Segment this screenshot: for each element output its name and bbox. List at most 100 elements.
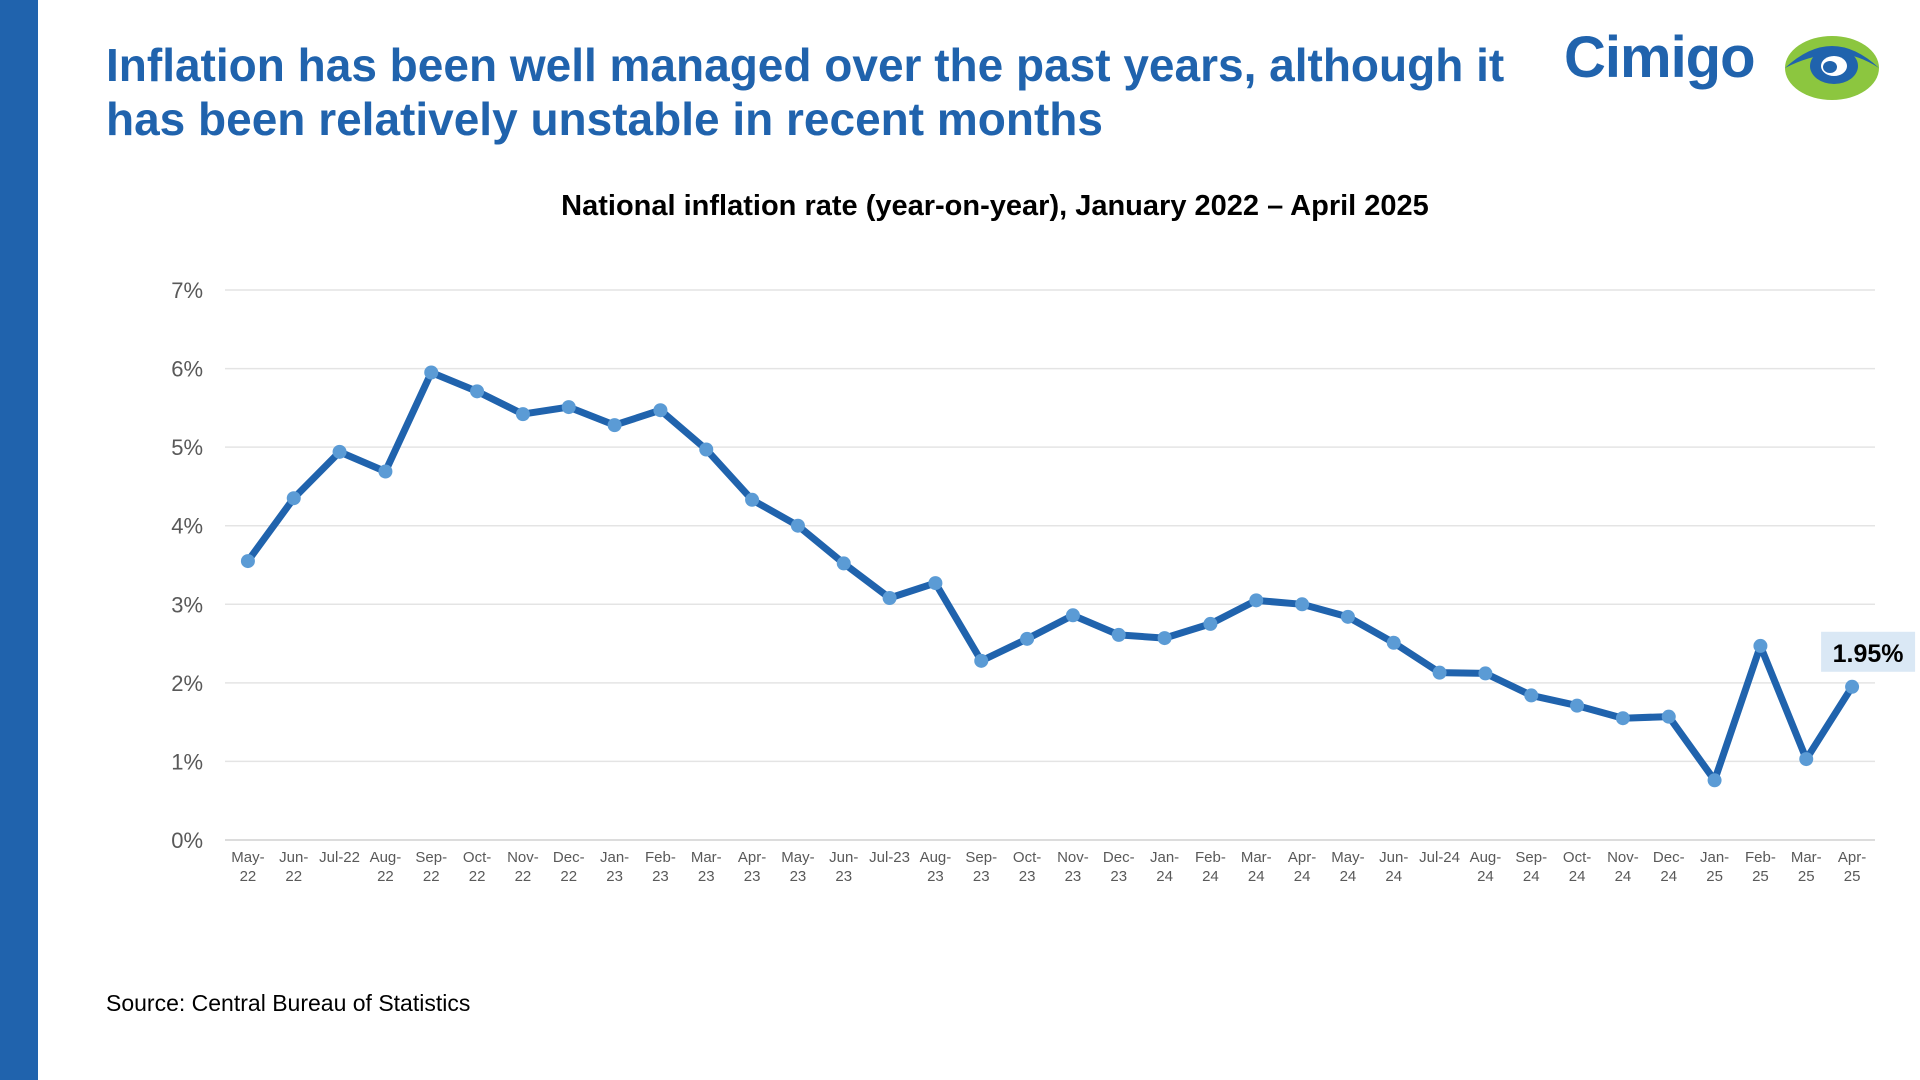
- x-tick-label: Dec-: [553, 849, 585, 866]
- x-tick-label: Jun-: [829, 849, 858, 866]
- data-point: [1570, 698, 1585, 713]
- data-point: [974, 653, 989, 668]
- x-tick-label: 22: [285, 868, 302, 885]
- x-tick-label: 23: [790, 868, 807, 885]
- slide-title: Inflation has been well managed over the…: [106, 39, 1505, 145]
- data-point: [1295, 597, 1310, 612]
- x-tick-label: Sep-: [965, 849, 997, 866]
- x-tick-label: 24: [1385, 868, 1402, 885]
- callout-layer: 1.95%: [1821, 631, 1916, 672]
- gridlines: [225, 289, 1875, 841]
- data-point: [561, 400, 576, 415]
- y-tick-label: 2%: [171, 671, 203, 696]
- x-tick-label: Nov-: [1057, 849, 1089, 866]
- data-point: [1111, 627, 1126, 642]
- x-tick-label: Jul-22: [319, 849, 360, 866]
- x-axis-ticks: May- 22 Jun- 22 Jul-22 Aug- 22 Sep- 22 Oct- 22 Nov-…: [231, 849, 1866, 885]
- data-point: [1478, 666, 1493, 681]
- x-tick-label: Jul-24: [1419, 849, 1460, 866]
- x-tick-label: 23: [606, 868, 623, 885]
- data-point: [699, 442, 714, 457]
- data-point: [607, 418, 622, 433]
- source-note: Source: Central Bureau of Statistics: [106, 990, 471, 1016]
- x-tick-label: 23: [698, 868, 715, 885]
- x-tick-label: Dec-: [1103, 849, 1135, 866]
- y-tick-label: 6%: [171, 357, 203, 382]
- x-tick-label: 24: [1248, 868, 1265, 885]
- x-tick-label: 24: [1477, 868, 1494, 885]
- x-tick-label: 22: [469, 868, 486, 885]
- x-tick-label: Jun-: [279, 849, 308, 866]
- y-axis-ticks: 0% 1% 2% 3% 4% 5% 6% 7%: [171, 278, 203, 853]
- eye-logo-icon: [1785, 36, 1879, 100]
- side-accent-bar: [0, 0, 38, 1080]
- data-point: [1753, 638, 1768, 653]
- x-tick-label: Mar-: [1791, 849, 1822, 866]
- x-tick-label: Dec-: [1653, 849, 1685, 866]
- y-tick-label: 7%: [171, 278, 203, 303]
- x-tick-label: 24: [1294, 868, 1311, 885]
- chart-title: National inflation rate (year-on-year), …: [561, 190, 1429, 222]
- x-tick-label: 22: [515, 868, 532, 885]
- data-point: [332, 444, 347, 459]
- x-tick-label: May-: [781, 849, 814, 866]
- x-tick-label: 24: [1202, 868, 1219, 885]
- data-point: [1203, 616, 1218, 631]
- x-tick-label: May-: [1331, 849, 1364, 866]
- cimigo-logo: Cimigo: [1564, 22, 1884, 102]
- x-tick-label: 24: [1660, 868, 1677, 885]
- data-point: [1065, 608, 1080, 623]
- series-line-layer: [244, 369, 1856, 784]
- series-line: [244, 369, 1856, 784]
- x-tick-label: 22: [240, 868, 257, 885]
- x-tick-label: 23: [652, 868, 669, 885]
- data-point: [836, 556, 851, 571]
- data-point: [1845, 679, 1860, 694]
- x-tick-label: Jan-: [600, 849, 629, 866]
- data-point: [745, 492, 760, 507]
- data-point: [1386, 635, 1401, 650]
- y-tick-label: 3%: [171, 592, 203, 617]
- x-tick-label: Jun-: [1379, 849, 1408, 866]
- x-tick-label: 24: [1615, 868, 1632, 885]
- x-tick-label: 22: [560, 868, 577, 885]
- x-tick-label: 24: [1340, 868, 1357, 885]
- x-tick-label: Nov-: [1607, 849, 1639, 866]
- data-point: [1524, 688, 1539, 703]
- data-point: [1615, 711, 1630, 726]
- data-point: [790, 518, 805, 533]
- data-point: [470, 384, 485, 399]
- x-tick-label: Apr-: [738, 849, 766, 866]
- x-tick-label: 23: [1110, 868, 1127, 885]
- x-tick-label: Apr-: [1838, 849, 1866, 866]
- x-tick-label: Apr-: [1288, 849, 1316, 866]
- y-tick-label: 5%: [171, 435, 203, 460]
- x-tick-label: Aug-: [370, 849, 402, 866]
- x-tick-label: 22: [377, 868, 394, 885]
- inflation-line-chart: 0% 1% 2% 3% 4% 5% 6% 7% May- 22 Jun- 22 Jul-22 Aug- 2…: [171, 278, 1916, 885]
- x-tick-label: 24: [1156, 868, 1173, 885]
- x-tick-label: 23: [835, 868, 852, 885]
- x-tick-label: Sep-: [1515, 849, 1547, 866]
- data-point: [1020, 631, 1035, 646]
- x-tick-label: Mar-: [691, 849, 722, 866]
- data-point: [378, 464, 393, 479]
- x-tick-label: 25: [1844, 868, 1861, 885]
- x-tick-label: 24: [1523, 868, 1540, 885]
- callout-box: [1821, 631, 1916, 672]
- data-point: [928, 576, 943, 591]
- data-point: [653, 403, 668, 418]
- x-tick-label: 23: [744, 868, 761, 885]
- x-tick-label: Jan-: [1700, 849, 1729, 866]
- x-tick-label: Nov-: [507, 849, 539, 866]
- data-point: [240, 554, 255, 569]
- x-tick-label: 25: [1798, 868, 1815, 885]
- x-tick-label: 23: [1065, 868, 1082, 885]
- y-tick-label: 4%: [171, 514, 203, 539]
- x-tick-label: Mar-: [1241, 849, 1272, 866]
- data-point: [1432, 665, 1447, 680]
- x-tick-label: 25: [1752, 868, 1769, 885]
- data-points: [240, 365, 1860, 788]
- x-tick-label: Oct-: [463, 849, 491, 866]
- x-tick-label: Aug-: [1470, 849, 1502, 866]
